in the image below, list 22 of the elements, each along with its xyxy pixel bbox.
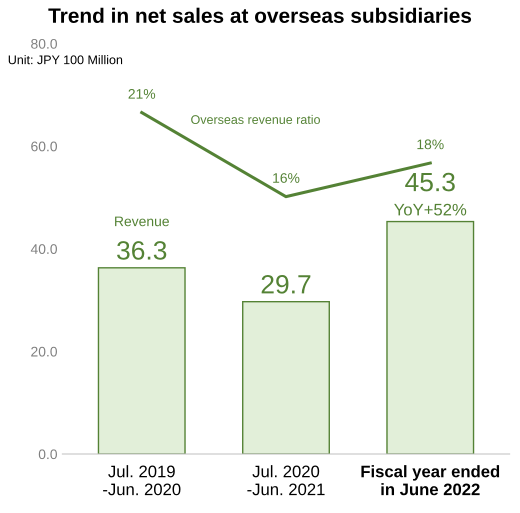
y-tick-label: 0.0 [38, 449, 57, 460]
data-label: 36.3 [117, 241, 166, 260]
chart-title: Trend in net sales at overseas subsidiaries [48, 8, 472, 23]
data-label: 21% [128, 88, 156, 99]
data-label: 45.3 [405, 172, 455, 192]
bar [98, 267, 186, 454]
data-label: 16% [273, 173, 300, 183]
bar [242, 300, 330, 454]
text: Revenue [115, 216, 169, 226]
y-tick-label: 80.0 [31, 38, 57, 49]
annotation: Unit: JPY 100 Million [8, 55, 122, 64]
y-tick-label: 20.0 [31, 346, 57, 357]
data-label: 18% [417, 139, 444, 150]
x-tick-label: Jul. 2019 -Jun. 2020 [103, 465, 180, 496]
series-label: Overseas revenue ratio [191, 114, 320, 124]
annotation: YoY+52% [394, 204, 466, 216]
data-label: 29.7 [262, 274, 310, 294]
y-tick-label: 40.0 [30, 244, 57, 254]
y-tick-label: 60.0 [31, 142, 57, 152]
bar [386, 220, 474, 454]
x-tick-label: Fiscal year ended in June 2022 [361, 465, 500, 496]
x-tick-label: Jul. 2020 -Jun. 2021 [247, 465, 325, 496]
